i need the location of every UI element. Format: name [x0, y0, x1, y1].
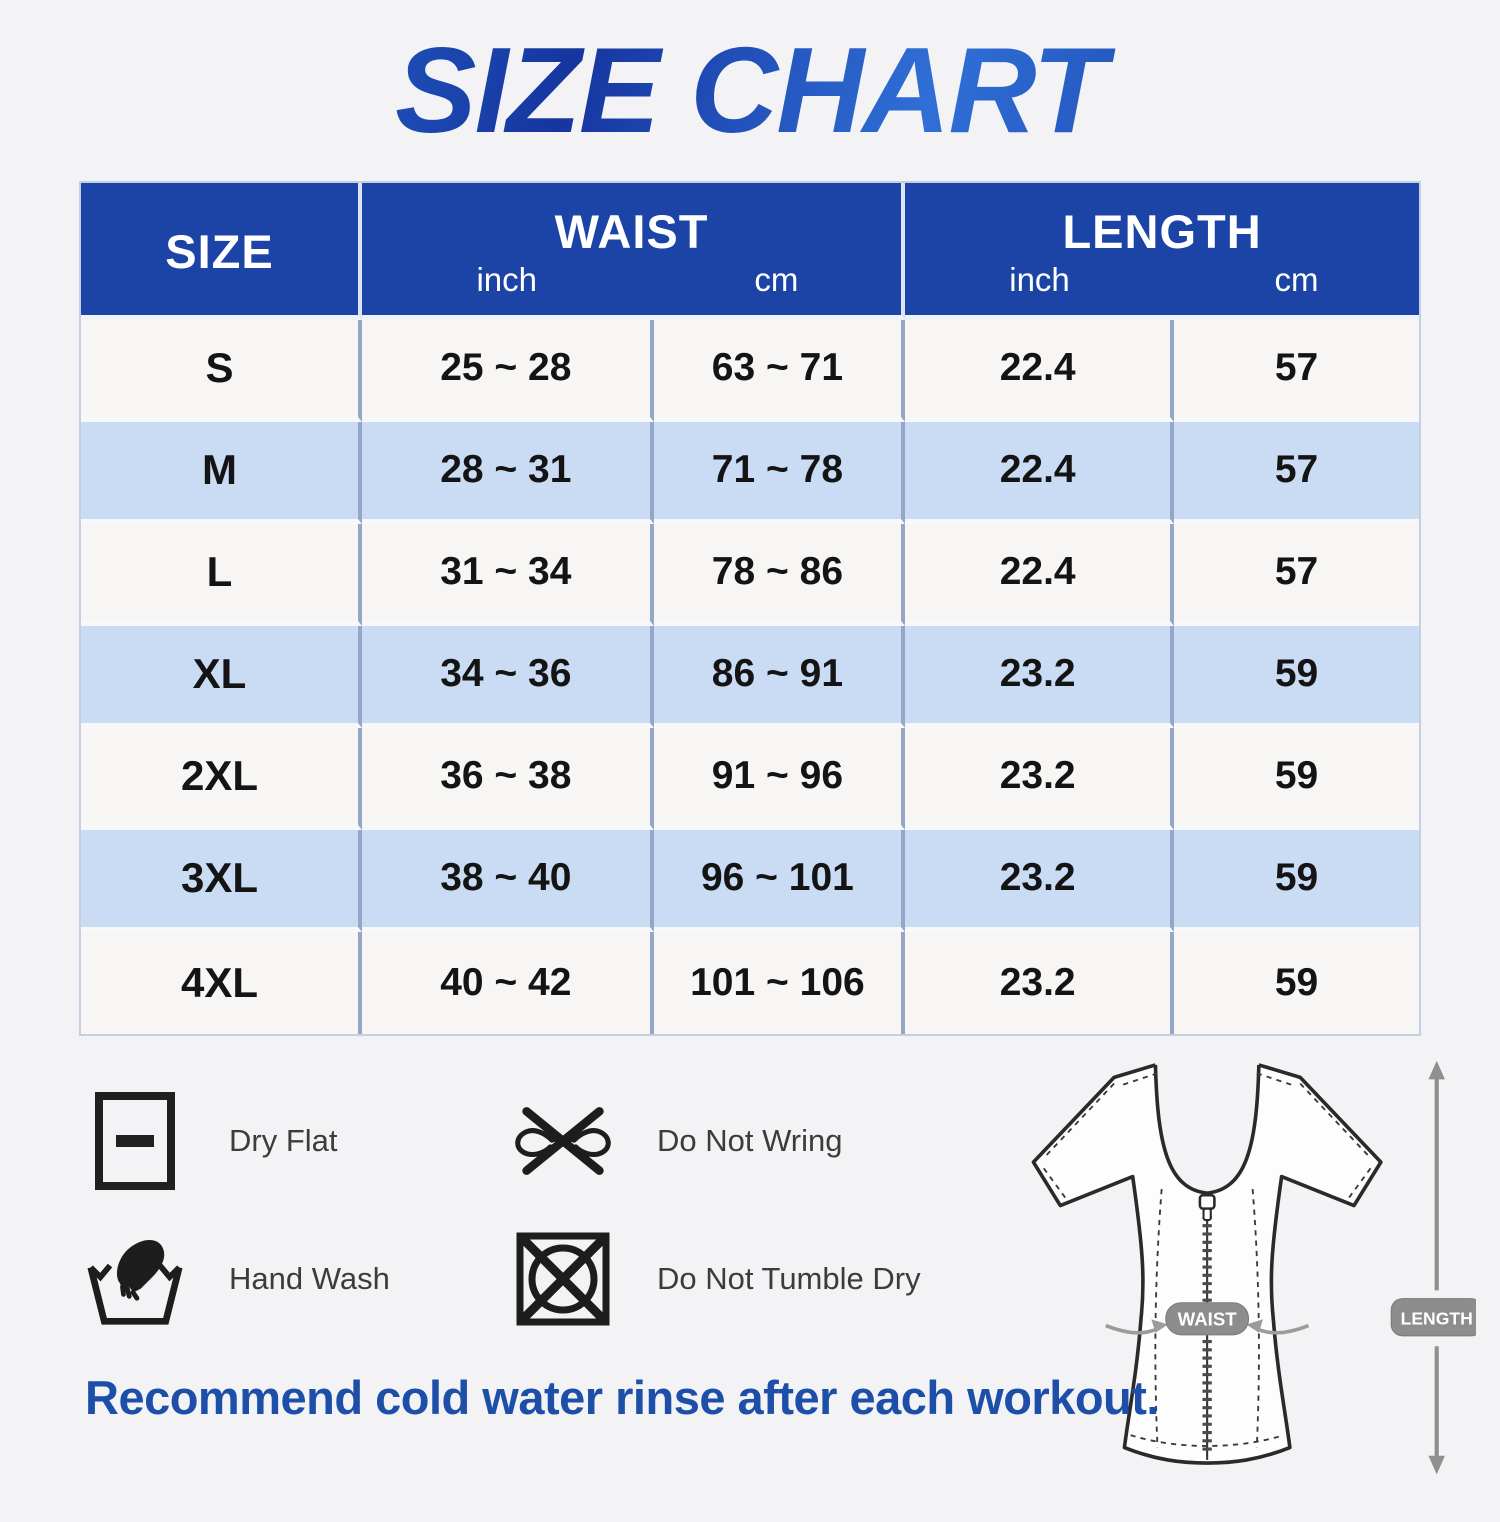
waist-measure-label: WAIST [1178, 1308, 1238, 1329]
care-item-do-not-wring: Do Not Wring [513, 1076, 983, 1206]
page-title: SIZE CHART [0, 22, 1500, 159]
cell-length-cm: 59 [1174, 829, 1419, 932]
cell-waist-inch: 31 ~ 34 [361, 523, 654, 626]
care-label: Dry Flat [229, 1122, 338, 1158]
table-row-2xl: 2XL 36 ~ 38 91 ~ 96 23.2 59 [81, 727, 1419, 830]
garment-diagram: WAIST LENGTH [990, 1042, 1483, 1487]
table-row-xl: XL 34 ~ 36 86 ~ 91 23.2 59 [81, 625, 1419, 728]
cell-waist-cm: 91 ~ 96 [653, 727, 906, 830]
cell-length-cm: 59 [1174, 727, 1419, 830]
table-row-3xl: 3XL 38 ~ 40 96 ~ 101 23.2 59 [81, 829, 1419, 932]
cell-waist-cm: 101 ~ 106 [653, 931, 906, 1034]
cell-waist-cm: 96 ~ 101 [653, 829, 906, 932]
length-header-label: LENGTH [1062, 205, 1262, 259]
cell-length-inch: 23.2 [905, 625, 1175, 728]
care-label: Do Not Wring [657, 1122, 843, 1158]
care-instructions: Dry Flat Do Not Wring [85, 1076, 983, 1344]
cell-waist-inch: 25 ~ 28 [361, 319, 654, 422]
waist-pill [1165, 1301, 1250, 1335]
cell-length-inch: 22.4 [905, 421, 1175, 524]
care-label: Hand Wash [229, 1260, 390, 1296]
care-and-diagram-section: Dry Flat Do Not Wring [0, 1054, 1500, 1499]
length-unit-cm: cm [1274, 261, 1319, 299]
cell-size: 3XL [81, 829, 362, 932]
cell-length-cm: 57 [1174, 319, 1419, 422]
cell-length-cm: 57 [1174, 421, 1419, 524]
size-table: SIZE WAIST inch cm LENGTH inch cm [79, 180, 1421, 1036]
cell-length-cm: 59 [1174, 625, 1419, 728]
footer-note: Recommend cold water rinse after each wo… [85, 1370, 1159, 1424]
cell-waist-cm: 78 ~ 86 [653, 523, 906, 626]
cell-length-inch: 23.2 [905, 727, 1175, 830]
cell-length-inch: 22.4 [905, 319, 1175, 422]
waist-unit-cm: cm [754, 261, 799, 299]
care-item-hand-wash: Hand Wash [85, 1214, 513, 1344]
cell-size: M [81, 421, 362, 524]
size-chart-page: SIZE CHART SIZE WAIST inch cm LENGTH [0, 22, 1500, 1522]
cell-size: XL [81, 625, 362, 728]
care-item-dry-flat: Dry Flat [85, 1076, 513, 1206]
care-item-do-not-tumble-dry: Do Not Tumble Dry [513, 1214, 983, 1344]
cell-waist-inch: 40 ~ 42 [361, 931, 654, 1034]
cell-length-inch: 23.2 [905, 931, 1175, 1034]
cell-waist-inch: 28 ~ 31 [361, 421, 654, 524]
length-units: inch cm [905, 261, 1419, 299]
table-header-row: SIZE WAIST inch cm LENGTH inch cm [81, 182, 1419, 320]
waist-units: inch cm [362, 261, 901, 299]
dry-flat-icon [85, 1086, 185, 1196]
cell-length-inch: 22.4 [905, 523, 1175, 626]
do-not-tumble-dry-icon [513, 1224, 613, 1334]
cell-size: 4XL [81, 931, 362, 1034]
table-row-4xl: 4XL 40 ~ 42 101 ~ 106 23.2 59 [81, 931, 1419, 1034]
cell-length-inch: 23.2 [905, 829, 1175, 932]
cell-size: S [81, 319, 362, 422]
cell-waist-cm: 63 ~ 71 [653, 319, 906, 422]
col-header-size: SIZE [81, 182, 362, 320]
cell-waist-inch: 34 ~ 36 [361, 625, 654, 728]
cell-waist-cm: 86 ~ 91 [653, 625, 906, 728]
neckline [1153, 1064, 1261, 1195]
table-row-l: L 31 ~ 34 78 ~ 86 22.4 57 [81, 523, 1419, 626]
length-unit-inch: inch [1009, 261, 1070, 299]
table-row-s: S 25 ~ 28 63 ~ 71 22.4 57 [81, 319, 1419, 422]
cell-waist-cm: 71 ~ 78 [653, 421, 906, 524]
col-header-length: LENGTH inch cm [905, 182, 1419, 320]
cell-size: 2XL [81, 727, 362, 830]
waist-header-label: WAIST [554, 205, 709, 259]
hand-wash-icon [85, 1224, 185, 1334]
care-label: Do Not Tumble Dry [657, 1260, 921, 1296]
do-not-wring-icon [513, 1086, 613, 1196]
cell-size: L [81, 523, 362, 626]
cell-waist-inch: 38 ~ 40 [361, 829, 654, 932]
size-header-label: SIZE [165, 225, 274, 279]
length-measure-label: LENGTH [1401, 1308, 1473, 1328]
cell-waist-inch: 36 ~ 38 [361, 727, 654, 830]
seam-lines [1043, 1071, 1372, 1448]
cell-length-cm: 59 [1174, 931, 1419, 1034]
waist-unit-inch: inch [476, 261, 538, 299]
col-header-waist: WAIST inch cm [361, 182, 906, 320]
cell-length-cm: 57 [1174, 523, 1419, 626]
table-row-m: M 28 ~ 31 71 ~ 78 22.4 57 [81, 421, 1419, 524]
